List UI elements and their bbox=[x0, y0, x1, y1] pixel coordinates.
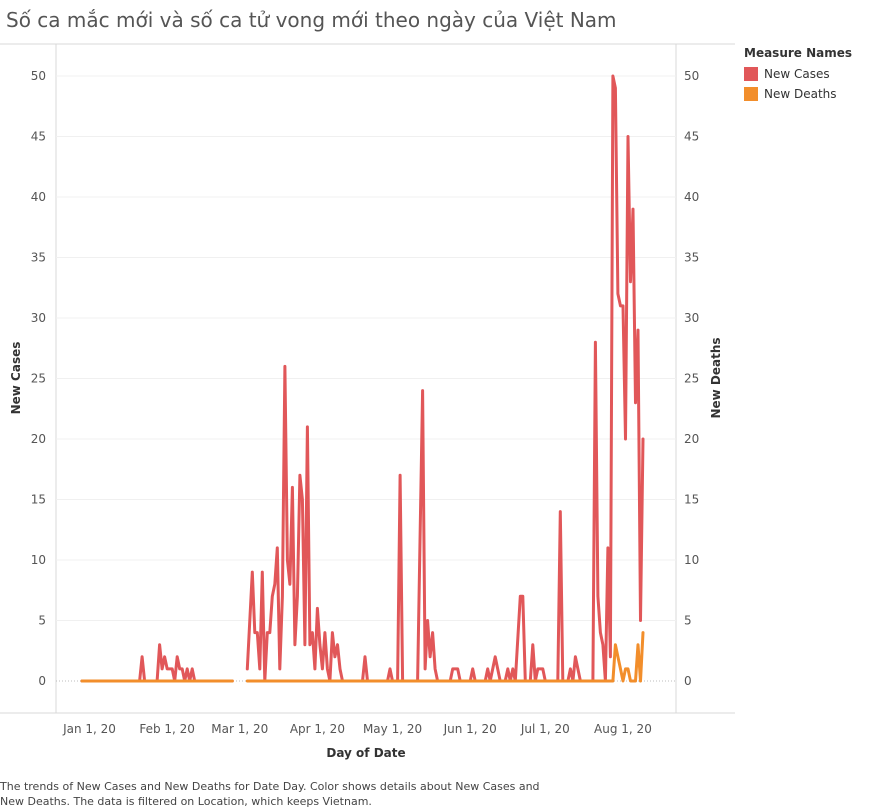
legend-item-new-cases[interactable]: New Cases bbox=[744, 64, 852, 84]
new-deaths-line-segment-2 bbox=[245, 631, 645, 683]
y-tick-label: 20 bbox=[31, 432, 46, 446]
right-y-axis-ticks: 0 5 10 15 20 25 30 35 40 45 50 bbox=[684, 69, 699, 688]
legend-label-new-cases: New Cases bbox=[764, 67, 830, 81]
y2-tick-label: 25 bbox=[684, 372, 699, 386]
series-lines bbox=[80, 74, 645, 683]
x-tick-label: Jul 1, 20 bbox=[520, 722, 570, 736]
x-tick-label: May 1, 20 bbox=[363, 722, 422, 736]
y-tick-label: 5 bbox=[38, 614, 46, 628]
y2-tick-label: 20 bbox=[684, 432, 699, 446]
new-cases-line-segment-1 bbox=[80, 643, 234, 683]
x-tick-label: Feb 1, 20 bbox=[139, 722, 195, 736]
y2-tick-label: 15 bbox=[684, 493, 699, 507]
y-tick-label: 15 bbox=[31, 493, 46, 507]
legend-title: Measure Names bbox=[744, 46, 853, 60]
y2-tick-label: 10 bbox=[684, 553, 699, 567]
left-y-axis-label: New Cases bbox=[9, 342, 23, 415]
y2-tick-label: 40 bbox=[684, 190, 699, 204]
left-y-axis-ticks: 0 5 10 15 20 25 30 35 40 45 50 bbox=[31, 69, 46, 688]
right-y-axis-label: New Deaths bbox=[709, 337, 723, 418]
x-tick-label: Jun 1, 20 bbox=[443, 722, 497, 736]
new-cases-line-segment-2 bbox=[245, 74, 645, 683]
y-tick-label: 0 bbox=[38, 674, 46, 688]
y-tick-label: 45 bbox=[31, 130, 46, 144]
chart-caption: The trends of New Cases and New Deaths f… bbox=[0, 780, 540, 808]
y2-tick-label: 0 bbox=[684, 674, 692, 688]
y-tick-label: 10 bbox=[31, 553, 46, 567]
gridlines bbox=[56, 75, 676, 682]
y-tick-label: 25 bbox=[31, 372, 46, 386]
chart-title: Số ca mắc mới và số ca tử vong mới theo … bbox=[6, 8, 617, 32]
y-tick-label: 40 bbox=[31, 190, 46, 204]
x-tick-label: Aug 1, 20 bbox=[594, 722, 652, 736]
y2-tick-label: 45 bbox=[684, 130, 699, 144]
legend-swatch-new-cases bbox=[744, 67, 758, 81]
x-tick-label: Jan 1, 20 bbox=[62, 722, 116, 736]
legend-item-new-deaths[interactable]: New Deaths bbox=[744, 84, 852, 104]
y-tick-label: 50 bbox=[31, 69, 46, 83]
y2-tick-label: 35 bbox=[684, 251, 699, 265]
legend: Measure Names New Cases New Deaths bbox=[744, 46, 852, 104]
x-axis-ticks: Jan 1, 20 Feb 1, 20 Mar 1, 20 Apr 1, 20 May … bbox=[62, 722, 652, 736]
x-tick-label: Mar 1, 20 bbox=[211, 722, 268, 736]
y2-tick-label: 5 bbox=[684, 614, 692, 628]
y-tick-label: 30 bbox=[31, 311, 46, 325]
y2-tick-label: 50 bbox=[684, 69, 699, 83]
x-axis-label: Day of Date bbox=[326, 746, 405, 760]
legend-swatch-new-deaths bbox=[744, 87, 758, 101]
y-tick-label: 35 bbox=[31, 251, 46, 265]
x-tick-label: Apr 1, 20 bbox=[290, 722, 345, 736]
y2-tick-label: 30 bbox=[684, 311, 699, 325]
legend-label-new-deaths: New Deaths bbox=[764, 87, 837, 101]
